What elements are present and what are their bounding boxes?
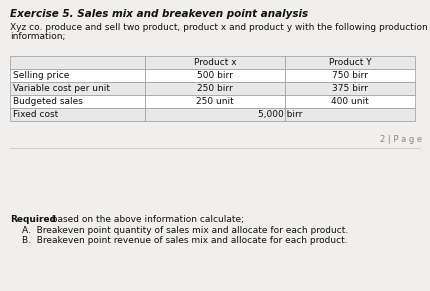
Bar — [10, 69, 145, 82]
Bar — [10, 56, 145, 69]
Text: Xyz co. produce and sell two product, product x and product y with the following: Xyz co. produce and sell two product, pr… — [10, 23, 428, 32]
Text: 2 | P a g e: 2 | P a g e — [380, 135, 422, 144]
Text: 250 unit: 250 unit — [196, 97, 234, 106]
Bar — [10, 95, 145, 108]
Text: B.  Breakeven point revenue of sales mix and allocate for each product.: B. Breakeven point revenue of sales mix … — [22, 236, 347, 245]
Text: Required: Required — [10, 215, 56, 224]
Text: 500 birr: 500 birr — [197, 71, 233, 80]
Bar — [145, 69, 285, 82]
Bar — [145, 95, 285, 108]
Text: Budgeted sales: Budgeted sales — [13, 97, 83, 106]
Text: Product Y: Product Y — [329, 58, 372, 67]
Bar — [10, 82, 145, 95]
Text: Selling price: Selling price — [13, 71, 69, 80]
Bar — [145, 108, 285, 121]
Bar — [285, 108, 415, 121]
Bar — [145, 56, 285, 69]
Text: A.  Breakeven point quantity of sales mix and allocate for each product.: A. Breakeven point quantity of sales mix… — [22, 226, 348, 235]
Bar — [285, 56, 415, 69]
Text: 750 birr: 750 birr — [332, 71, 368, 80]
Bar — [285, 82, 415, 95]
Text: information;: information; — [10, 32, 65, 41]
Text: Fixed cost: Fixed cost — [13, 110, 58, 119]
Text: : based on the above information calculate;: : based on the above information calcula… — [46, 215, 244, 224]
Text: Product x: Product x — [194, 58, 236, 67]
Bar — [10, 108, 145, 121]
Text: Exercise 5. Sales mix and breakeven point analysis: Exercise 5. Sales mix and breakeven poin… — [10, 9, 308, 19]
Text: 250 birr: 250 birr — [197, 84, 233, 93]
Text: 5,000 birr: 5,000 birr — [258, 110, 302, 119]
Text: 375 birr: 375 birr — [332, 84, 368, 93]
Bar — [285, 69, 415, 82]
Bar — [285, 95, 415, 108]
Bar — [145, 82, 285, 95]
Text: 400 unit: 400 unit — [331, 97, 369, 106]
Text: Variable cost per unit: Variable cost per unit — [13, 84, 110, 93]
